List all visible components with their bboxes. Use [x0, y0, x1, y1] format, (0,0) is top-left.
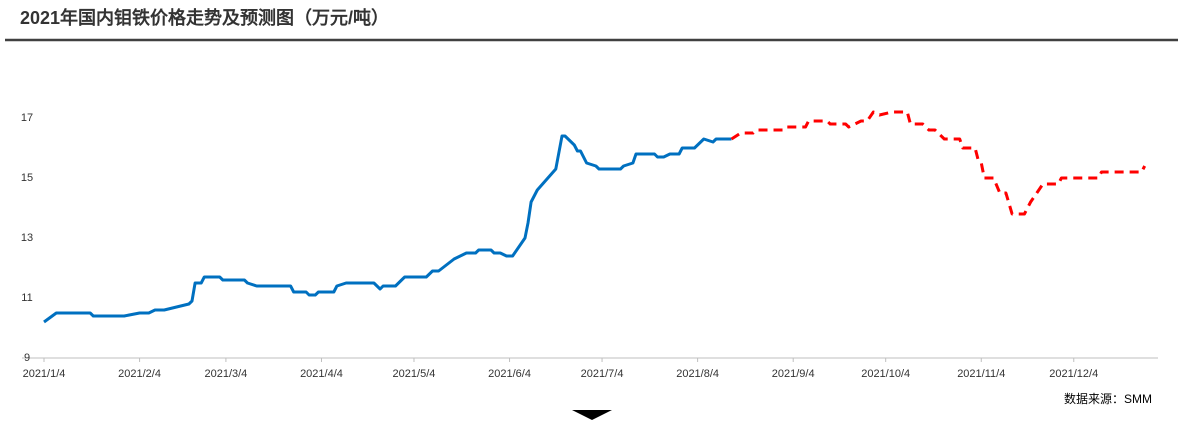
scroll-indicator[interactable] [572, 410, 612, 420]
y-tick-label: 15 [21, 172, 33, 184]
series-line [43, 134, 732, 324]
source-note: 数据来源：SMM [1064, 391, 1152, 406]
series-line [730, 110, 1147, 216]
y-tick-label: 13 [21, 232, 33, 244]
x-tick-label: 2021/3/4 [204, 368, 247, 380]
x-tick-label: 2021/6/4 [488, 368, 531, 380]
x-tick-label: 2021/9/4 [772, 368, 815, 380]
y-tick-label: 9 [24, 352, 30, 364]
x-tick-label: 2021/12/4 [1049, 368, 1098, 380]
x-tick-label: 2021/7/4 [581, 368, 624, 380]
x-tick-label: 2021/2/4 [118, 368, 161, 380]
x-tick-label: 2021/8/4 [676, 368, 719, 380]
y-tick-label: 11 [21, 292, 32, 304]
x-tick-label: 2021/11/4 [957, 368, 1005, 380]
x-tick-label: 2021/5/4 [393, 368, 436, 380]
y-tick-label: 17 [21, 112, 33, 124]
x-tick-label: 2021/4/4 [300, 368, 343, 380]
chart-title: 2021年国内钼铁价格走势及预测图（万元/吨） [20, 7, 389, 28]
x-tick-label: 2021/1/4 [23, 368, 66, 380]
x-tick-label: 2021/10/4 [861, 368, 910, 380]
